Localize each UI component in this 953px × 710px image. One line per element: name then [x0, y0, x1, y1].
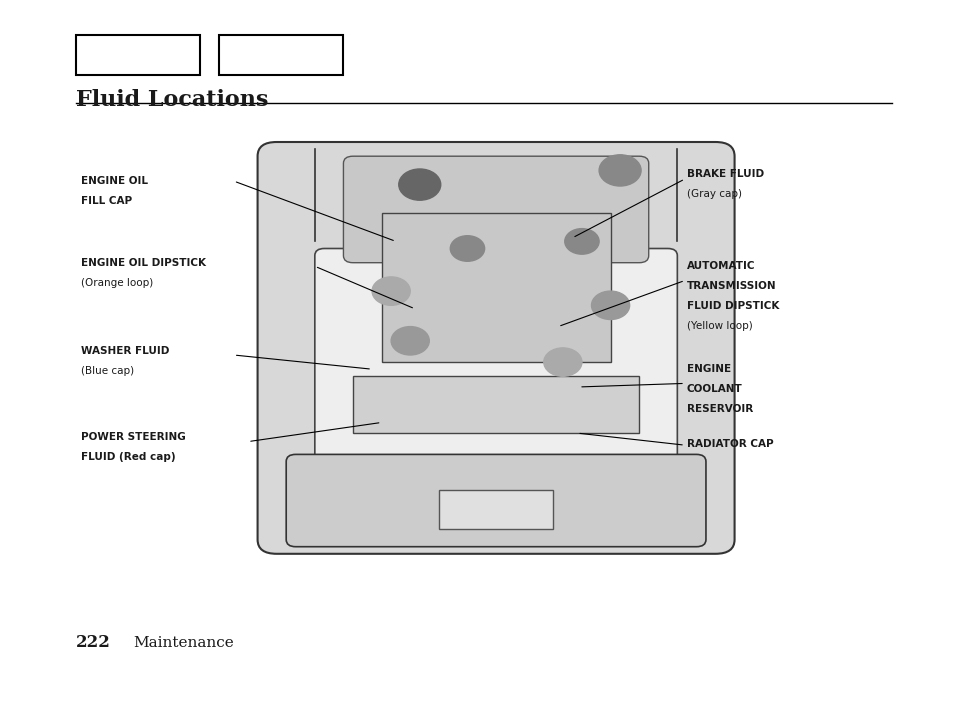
Circle shape — [391, 327, 429, 355]
FancyBboxPatch shape — [286, 454, 705, 547]
Text: ENGINE OIL DIPSTICK: ENGINE OIL DIPSTICK — [81, 258, 206, 268]
Text: ENGINE OIL: ENGINE OIL — [81, 176, 148, 186]
Text: RADIATOR CAP: RADIATOR CAP — [686, 439, 773, 449]
FancyBboxPatch shape — [257, 142, 734, 554]
FancyBboxPatch shape — [314, 248, 677, 462]
Text: TRANSMISSION: TRANSMISSION — [686, 281, 776, 291]
Text: 222: 222 — [76, 634, 112, 651]
Text: RESERVOIR: RESERVOIR — [686, 404, 752, 414]
Circle shape — [450, 236, 484, 261]
Text: AUTOMATIC: AUTOMATIC — [686, 261, 755, 271]
Text: (Gray cap): (Gray cap) — [686, 189, 741, 199]
Bar — [438, 490, 553, 529]
Bar — [219, 36, 343, 75]
Text: FILL CAP: FILL CAP — [81, 196, 132, 206]
Text: POWER STEERING: POWER STEERING — [81, 432, 186, 442]
Circle shape — [398, 169, 440, 200]
Bar — [76, 36, 200, 75]
Circle shape — [372, 277, 410, 305]
Circle shape — [598, 155, 640, 186]
Circle shape — [543, 348, 581, 376]
Circle shape — [564, 229, 598, 254]
Text: FLUID DIPSTICK: FLUID DIPSTICK — [686, 301, 779, 311]
FancyBboxPatch shape — [343, 156, 648, 263]
Ellipse shape — [270, 158, 722, 537]
Bar — [353, 376, 639, 433]
Text: Maintenance: Maintenance — [133, 635, 234, 650]
Text: ENGINE: ENGINE — [686, 364, 730, 374]
Text: WASHER FLUID: WASHER FLUID — [81, 346, 170, 356]
Text: (Blue cap): (Blue cap) — [81, 366, 134, 376]
Circle shape — [591, 291, 629, 320]
Text: (Yellow loop): (Yellow loop) — [686, 321, 752, 331]
Text: (Orange loop): (Orange loop) — [81, 278, 153, 288]
Text: BRAKE FLUID: BRAKE FLUID — [686, 169, 763, 179]
Text: FLUID (Red cap): FLUID (Red cap) — [81, 452, 175, 462]
Text: Fluid Locations: Fluid Locations — [76, 89, 269, 111]
Text: COOLANT: COOLANT — [686, 384, 741, 394]
Bar — [381, 213, 610, 362]
